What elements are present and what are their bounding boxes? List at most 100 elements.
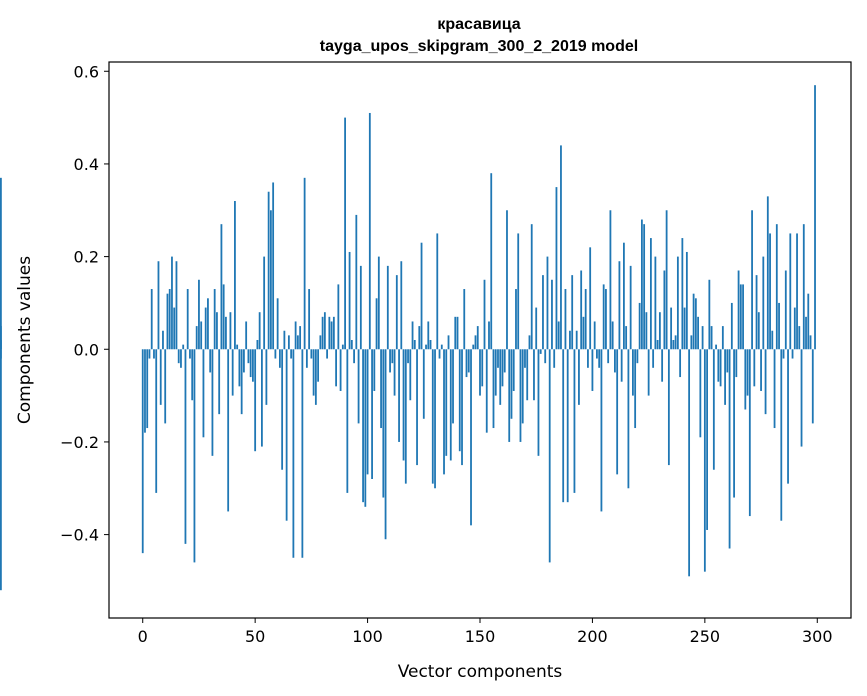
bar bbox=[611, 321, 614, 350]
bar bbox=[195, 326, 198, 350]
bar bbox=[416, 349, 418, 466]
bar bbox=[153, 349, 155, 359]
bar bbox=[676, 256, 679, 350]
bar bbox=[204, 307, 207, 350]
bar bbox=[200, 321, 203, 350]
bar bbox=[762, 256, 765, 350]
bar bbox=[647, 349, 650, 396]
bar bbox=[229, 312, 232, 350]
bar bbox=[533, 349, 535, 401]
bar bbox=[537, 349, 540, 456]
bar bbox=[391, 349, 394, 364]
bar bbox=[663, 270, 666, 350]
bar bbox=[0, 349, 2, 591]
bar bbox=[438, 349, 441, 359]
bar bbox=[605, 289, 607, 350]
bar bbox=[694, 298, 697, 350]
bar bbox=[296, 335, 299, 350]
bar bbox=[225, 316, 227, 350]
bar bbox=[449, 349, 452, 461]
bar bbox=[0, 326, 2, 350]
bar bbox=[598, 349, 601, 368]
bar bbox=[667, 349, 670, 466]
bar bbox=[337, 284, 340, 350]
bar bbox=[382, 349, 385, 498]
bar bbox=[436, 233, 439, 350]
bar bbox=[578, 349, 580, 405]
bar bbox=[294, 321, 297, 350]
bar bbox=[787, 349, 789, 484]
x-axis-label: Vector components bbox=[398, 662, 563, 682]
bar bbox=[211, 349, 214, 456]
bar bbox=[699, 349, 702, 438]
bar bbox=[730, 302, 733, 350]
bar bbox=[461, 349, 463, 466]
bar bbox=[375, 298, 378, 350]
bar bbox=[793, 307, 796, 350]
bar bbox=[798, 326, 801, 350]
bar bbox=[319, 335, 322, 350]
bar bbox=[400, 261, 403, 350]
bar bbox=[796, 233, 798, 350]
bar bbox=[445, 349, 448, 456]
bar bbox=[328, 316, 331, 350]
bar bbox=[355, 214, 358, 350]
bar bbox=[155, 349, 158, 493]
bar bbox=[519, 349, 522, 442]
bar bbox=[321, 316, 324, 350]
bar bbox=[335, 349, 337, 387]
bar bbox=[719, 349, 722, 387]
y-tick-label: 0.6 bbox=[74, 62, 99, 81]
bar bbox=[658, 312, 661, 350]
bar bbox=[717, 349, 720, 382]
bar bbox=[144, 349, 146, 433]
bar bbox=[739, 284, 742, 350]
bar bbox=[314, 349, 317, 405]
bar bbox=[386, 265, 389, 350]
bar bbox=[290, 349, 293, 359]
y-tick-label: 0.4 bbox=[74, 155, 99, 174]
bar bbox=[571, 275, 574, 350]
bar bbox=[458, 349, 461, 452]
bar bbox=[281, 349, 284, 470]
x-tick-label: 100 bbox=[352, 627, 383, 646]
bar bbox=[746, 349, 749, 396]
bar bbox=[539, 349, 542, 354]
bar bbox=[614, 349, 616, 373]
bar bbox=[665, 210, 668, 350]
bar bbox=[418, 326, 421, 350]
bar bbox=[497, 349, 499, 368]
bar bbox=[769, 233, 771, 350]
bar bbox=[802, 224, 805, 350]
bar bbox=[728, 349, 731, 549]
bar bbox=[789, 233, 792, 350]
bar bbox=[216, 312, 218, 350]
bar bbox=[764, 349, 767, 415]
bar bbox=[607, 349, 610, 364]
bar bbox=[256, 340, 259, 350]
bar bbox=[674, 335, 677, 350]
bar bbox=[377, 256, 380, 350]
bar bbox=[535, 307, 538, 350]
bar bbox=[697, 316, 699, 350]
bar bbox=[809, 335, 812, 350]
bar bbox=[800, 349, 803, 447]
bar bbox=[431, 349, 434, 484]
bar bbox=[681, 238, 684, 350]
bar bbox=[643, 224, 646, 350]
bar bbox=[249, 349, 252, 378]
bar bbox=[425, 344, 427, 350]
bar bbox=[760, 349, 762, 391]
bar bbox=[371, 349, 373, 479]
bar bbox=[317, 349, 320, 382]
bar bbox=[330, 321, 333, 350]
bar bbox=[593, 321, 596, 350]
bar bbox=[560, 145, 562, 350]
bar bbox=[814, 85, 816, 350]
bar bbox=[703, 349, 706, 572]
bar bbox=[753, 349, 756, 387]
bar bbox=[636, 349, 639, 364]
bar bbox=[708, 279, 711, 350]
bar bbox=[362, 349, 364, 503]
bar bbox=[301, 349, 304, 558]
